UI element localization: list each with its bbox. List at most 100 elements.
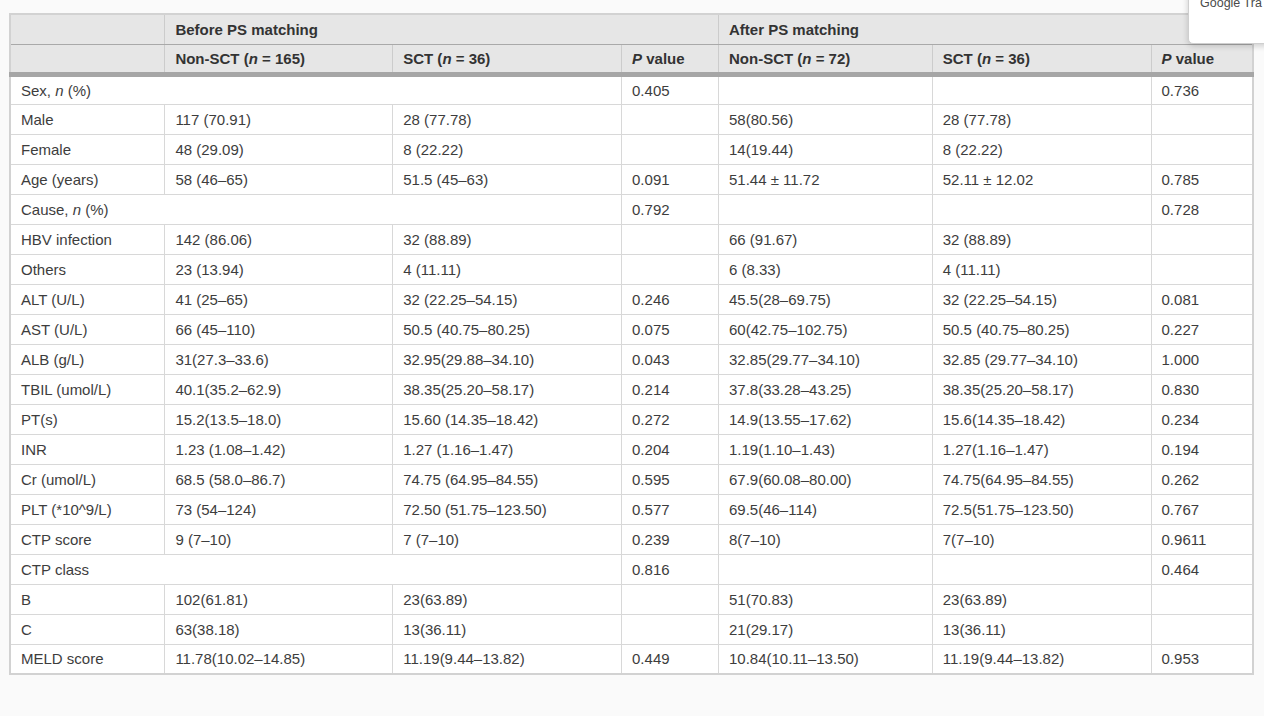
after-pvalue-cell (1151, 614, 1253, 644)
before-nonsct-cell: 23 (13.94) (165, 254, 393, 284)
row-label-cell: PLT (*10^9/L) (10, 494, 165, 524)
before-pvalue-cell: 0.204 (622, 434, 719, 464)
before-sct-cell: 51.5 (45–63) (393, 164, 622, 194)
before-pvalue-cell: 0.792 (622, 194, 719, 224)
before-nonsct-cell: 66 (45–110) (165, 314, 393, 344)
table-row: HBV infection142 (86.06)32 (88.89)66 (91… (10, 224, 1253, 254)
after-sct-cell (932, 194, 1151, 224)
after-sct-cell: 13(36.11) (932, 614, 1151, 644)
table-row: Cause, n (%)0.792 0.728 (10, 194, 1253, 224)
page: Before PS matching After PS matching Non… (0, 0, 1264, 716)
before-sct-cell: 13(36.11) (393, 614, 622, 644)
before-pvalue-cell: 0.075 (622, 314, 719, 344)
google-translate-popup[interactable]: Google Tra (1188, 0, 1264, 44)
before-pvalue-cell: 0.449 (622, 644, 719, 674)
after-sct-cell: 50.5 (40.75–80.25) (932, 314, 1151, 344)
row-label-cell: Cause, n (%) (10, 194, 622, 224)
before-pvalue-cell: 0.043 (622, 344, 719, 374)
before-nonsct-cell: 1.23 (1.08–1.42) (165, 434, 393, 464)
before-nonsct-cell: 31(27.3–33.6) (165, 344, 393, 374)
after-nonsct-cell: 1.19(1.10–1.43) (718, 434, 932, 464)
table-row: PLT (*10^9/L)73 (54–124)72.50 (51.75–123… (10, 494, 1253, 524)
corner-header-cell (10, 14, 165, 44)
after-nonsct-cell: 10.84(10.11–13.50) (718, 644, 932, 674)
before-nonsct-cell: 102(61.81) (165, 584, 393, 614)
table-row: AST (U/L)66 (45–110)50.5 (40.75–80.25)0.… (10, 314, 1253, 344)
after-sct-cell: 72.5(51.75–123.50) (932, 494, 1151, 524)
after-nonsct-cell: 6 (8.33) (718, 254, 932, 284)
before-sct-cell: 8 (22.22) (393, 134, 622, 164)
after-nonsct-cell: 69.5(46–114) (718, 494, 932, 524)
before-sct-cell: 7 (7–10) (393, 524, 622, 554)
row-label-cell: CTP class (10, 554, 622, 584)
row-label-cell: Sex, n (%) (10, 74, 622, 104)
after-nonsct-cell: 51.44 ± 11.72 (718, 164, 932, 194)
before-sct-cell: 32.95(29.88–34.10) (393, 344, 622, 374)
after-nonsct-cell: 14.9(13.55–17.62) (718, 404, 932, 434)
before-sct-cell: 4 (11.11) (393, 254, 622, 284)
before-sct-cell: 50.5 (40.75–80.25) (393, 314, 622, 344)
after-nonsct-cell: 67.9(60.08–80.00) (718, 464, 932, 494)
after-pvalue-cell: 0.728 (1151, 194, 1253, 224)
after-pvalue-cell (1151, 584, 1253, 614)
after-nonsct-cell: 21(29.17) (718, 614, 932, 644)
row-label-cell: HBV infection (10, 224, 165, 254)
before-nonsct-cell: 63(38.18) (165, 614, 393, 644)
after-sct-cell (932, 74, 1151, 104)
before-pvalue-cell: 0.816 (622, 554, 719, 584)
before-pvalue-cell (622, 614, 719, 644)
row-label-cell: CTP score (10, 524, 165, 554)
after-pvalue-cell (1151, 224, 1253, 254)
after-sct-cell: 7(7–10) (932, 524, 1151, 554)
before-nonsct-cell: 68.5 (58.0–86.7) (165, 464, 393, 494)
before-nonsct-cell: 41 (25–65) (165, 284, 393, 314)
after-sct-cell: 11.19(9.44–13.82) (932, 644, 1151, 674)
table-row: INR1.23 (1.08–1.42)1.27 (1.16–1.47)0.204… (10, 434, 1253, 464)
before-pvalue-cell: 0.595 (622, 464, 719, 494)
row-label-cell: Female (10, 134, 165, 164)
after-sct-cell: 32.85 (29.77–34.10) (932, 344, 1151, 374)
before-nonsct-cell: 117 (70.91) (165, 104, 393, 134)
table-row: ALB (g/L)31(27.3–33.6)32.95(29.88–34.10)… (10, 344, 1253, 374)
after-pvalue-cell: 0.262 (1151, 464, 1253, 494)
before-pvalue-cell: 0.272 (622, 404, 719, 434)
column-header-row: Non-SCT (n = 165) SCT (n = 36) P value N… (10, 44, 1253, 74)
table-row: ALT (U/L)41 (25–65)32 (22.25–54.15)0.246… (10, 284, 1253, 314)
before-pvalue-cell (622, 104, 719, 134)
before-nonsct-cell: 15.2(13.5–18.0) (165, 404, 393, 434)
after-nonsct-cell: 45.5(28–69.75) (718, 284, 932, 314)
after-pvalue-cell: 0.234 (1151, 404, 1253, 434)
row-label-cell: ALB (g/L) (10, 344, 165, 374)
col-header-before-sct: SCT (n = 36) (393, 44, 622, 74)
after-nonsct-cell (718, 194, 932, 224)
after-sct-cell: 15.6(14.35–18.42) (932, 404, 1151, 434)
after-sct-cell: 28 (77.78) (932, 104, 1151, 134)
before-nonsct-cell: 9 (7–10) (165, 524, 393, 554)
after-pvalue-cell: 0.953 (1151, 644, 1253, 674)
table-row: CTP class0.816 0.464 (10, 554, 1253, 584)
table-row: C63(38.18)13(36.11)21(29.17)13(36.11) (10, 614, 1253, 644)
after-sct-cell: 52.11 ± 12.02 (932, 164, 1151, 194)
col-header-after-nonsct: Non-SCT (n = 72) (718, 44, 932, 74)
table-body: Sex, n (%)0.4050.736Male117 (70.91)28 (7… (10, 74, 1253, 674)
before-pvalue-cell (622, 584, 719, 614)
row-label-cell: Male (10, 104, 165, 134)
before-sct-cell: 15.60 (14.35–18.42) (393, 404, 622, 434)
row-label-cell: Cr (umol/L) (10, 464, 165, 494)
table-row: TBIL (umol/L)40.1(35.2–62.9)38.35(25.20–… (10, 374, 1253, 404)
before-pvalue-cell (622, 134, 719, 164)
before-nonsct-cell: 40.1(35.2–62.9) (165, 374, 393, 404)
before-pvalue-cell: 0.239 (622, 524, 719, 554)
group-header-after: After PS matching (718, 14, 1253, 44)
before-nonsct-cell: 11.78(10.02–14.85) (165, 644, 393, 674)
after-sct-cell: 38.35(25.20–58.17) (932, 374, 1151, 404)
col-header-before-pvalue: P value (622, 44, 719, 74)
before-nonsct-cell: 58 (46–65) (165, 164, 393, 194)
after-nonsct-cell (718, 554, 932, 584)
row-label-cell: Age (years) (10, 164, 165, 194)
after-nonsct-cell: 66 (91.67) (718, 224, 932, 254)
after-nonsct-cell: 8(7–10) (718, 524, 932, 554)
after-pvalue-cell: 0.081 (1151, 284, 1253, 314)
after-nonsct-cell: 37.8(33.28–43.25) (718, 374, 932, 404)
after-pvalue-cell: 0.464 (1151, 554, 1253, 584)
